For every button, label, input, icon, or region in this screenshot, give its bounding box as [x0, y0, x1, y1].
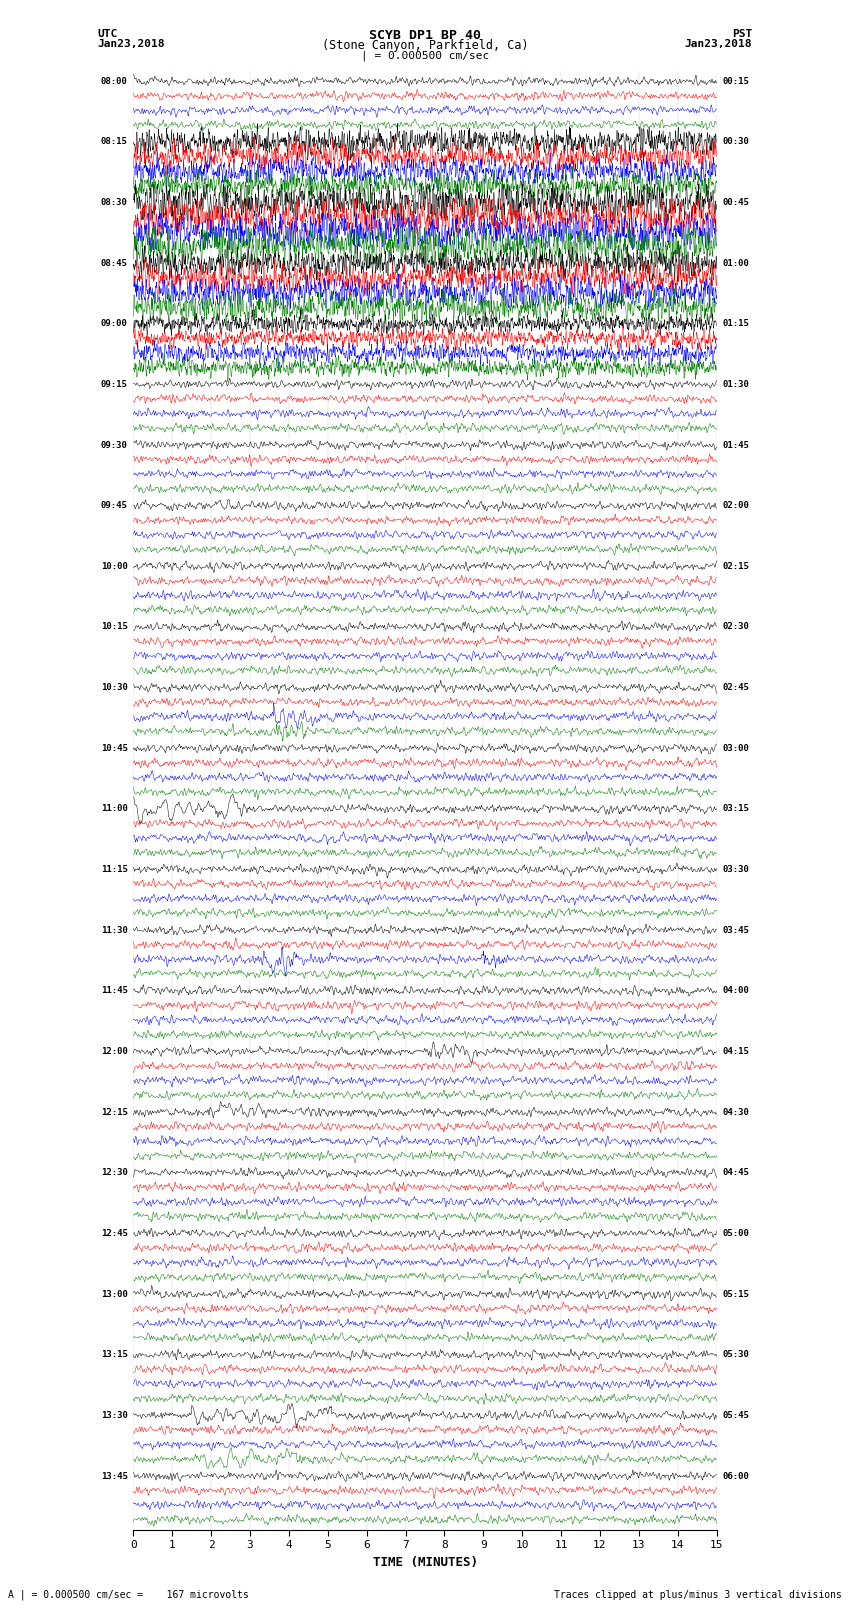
Text: 03:15: 03:15 — [722, 805, 749, 813]
Text: 05:00: 05:00 — [722, 1229, 749, 1237]
Text: 03:00: 03:00 — [722, 744, 749, 753]
Text: 00:45: 00:45 — [722, 198, 749, 206]
Text: 10:00: 10:00 — [101, 561, 128, 571]
Text: 13:30: 13:30 — [101, 1411, 128, 1419]
Text: 12:45: 12:45 — [101, 1229, 128, 1237]
Text: 13:15: 13:15 — [101, 1350, 128, 1360]
Text: 01:15: 01:15 — [722, 319, 749, 327]
Text: 13:45: 13:45 — [101, 1471, 128, 1481]
Text: 09:30: 09:30 — [101, 440, 128, 450]
Text: 04:00: 04:00 — [722, 987, 749, 995]
Text: 02:15: 02:15 — [722, 561, 749, 571]
Text: 09:00: 09:00 — [101, 319, 128, 327]
Text: PST: PST — [732, 29, 752, 39]
Text: (Stone Canyon, Parkfield, Ca): (Stone Canyon, Parkfield, Ca) — [321, 39, 529, 52]
Text: 01:45: 01:45 — [722, 440, 749, 450]
Text: 08:45: 08:45 — [101, 258, 128, 268]
Text: 05:45: 05:45 — [722, 1411, 749, 1419]
Text: 04:30: 04:30 — [722, 1108, 749, 1116]
Text: 13:00: 13:00 — [101, 1289, 128, 1298]
Text: 12:30: 12:30 — [101, 1168, 128, 1177]
Text: 08:00: 08:00 — [101, 77, 128, 85]
Text: 10:45: 10:45 — [101, 744, 128, 753]
X-axis label: TIME (MINUTES): TIME (MINUTES) — [372, 1557, 478, 1569]
Text: 04:45: 04:45 — [722, 1168, 749, 1177]
Text: 08:15: 08:15 — [101, 137, 128, 147]
Text: 10:30: 10:30 — [101, 684, 128, 692]
Text: 02:00: 02:00 — [722, 502, 749, 510]
Text: Jan23,2018: Jan23,2018 — [98, 39, 165, 48]
Text: 06:00: 06:00 — [722, 1471, 749, 1481]
Text: 11:45: 11:45 — [101, 987, 128, 995]
Text: Jan23,2018: Jan23,2018 — [685, 39, 752, 48]
Text: 00:30: 00:30 — [722, 137, 749, 147]
Text: 09:45: 09:45 — [101, 502, 128, 510]
Text: 04:15: 04:15 — [722, 1047, 749, 1057]
Text: A | = 0.000500 cm/sec =    167 microvolts: A | = 0.000500 cm/sec = 167 microvolts — [8, 1589, 249, 1600]
Text: 10:15: 10:15 — [101, 623, 128, 631]
Text: 05:30: 05:30 — [722, 1350, 749, 1360]
Text: 01:30: 01:30 — [722, 381, 749, 389]
Text: 03:30: 03:30 — [722, 865, 749, 874]
Text: 02:45: 02:45 — [722, 684, 749, 692]
Text: 11:00: 11:00 — [101, 805, 128, 813]
Text: 11:15: 11:15 — [101, 865, 128, 874]
Text: 11:30: 11:30 — [101, 926, 128, 934]
Text: 03:45: 03:45 — [722, 926, 749, 934]
Text: SCYB DP1 BP 40: SCYB DP1 BP 40 — [369, 29, 481, 42]
Text: 12:00: 12:00 — [101, 1047, 128, 1057]
Text: 12:15: 12:15 — [101, 1108, 128, 1116]
Text: Traces clipped at plus/minus 3 vertical divisions: Traces clipped at plus/minus 3 vertical … — [553, 1590, 842, 1600]
Text: | = 0.000500 cm/sec: | = 0.000500 cm/sec — [361, 50, 489, 61]
Text: 08:30: 08:30 — [101, 198, 128, 206]
Text: 05:15: 05:15 — [722, 1289, 749, 1298]
Text: 09:15: 09:15 — [101, 381, 128, 389]
Text: 00:15: 00:15 — [722, 77, 749, 85]
Text: 02:30: 02:30 — [722, 623, 749, 631]
Text: UTC: UTC — [98, 29, 118, 39]
Text: 01:00: 01:00 — [722, 258, 749, 268]
